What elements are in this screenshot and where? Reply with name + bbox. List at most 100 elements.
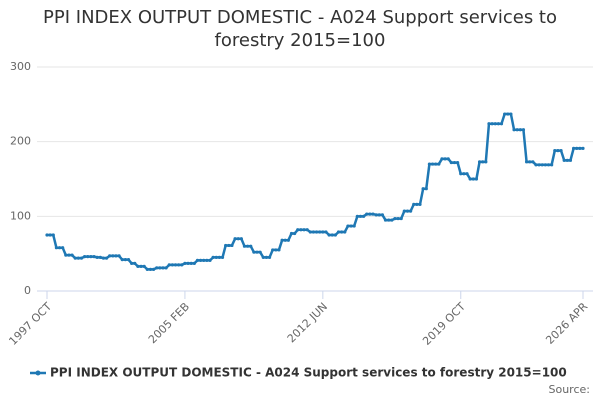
point [173, 263, 178, 267]
point [399, 216, 403, 221]
point [57, 246, 62, 250]
point [524, 160, 529, 164]
point [139, 264, 143, 268]
point [534, 163, 538, 167]
point [224, 243, 228, 248]
point [167, 263, 171, 267]
point [452, 160, 457, 165]
point [286, 238, 290, 242]
point [296, 228, 300, 232]
point [45, 233, 49, 237]
point [468, 177, 472, 181]
point [446, 157, 450, 161]
point [418, 202, 422, 206]
point [311, 230, 316, 234]
point [405, 209, 410, 213]
point [98, 255, 102, 259]
point [565, 158, 569, 162]
point [114, 254, 118, 258]
chart-title: PPI INDEX OUTPUT DOMESTIC - A024 Support… [43, 7, 557, 51]
point [189, 261, 193, 265]
point [158, 266, 162, 270]
point [550, 163, 554, 167]
point [543, 163, 547, 167]
point [220, 255, 225, 259]
point [365, 212, 369, 216]
point [104, 256, 109, 260]
point [274, 248, 278, 252]
point [346, 224, 350, 228]
point [192, 261, 196, 265]
point [305, 228, 309, 232]
point [459, 172, 463, 176]
point [559, 149, 563, 153]
source: Source: [549, 383, 591, 396]
point [249, 244, 253, 248]
x-tick-label: 2019 OCT [420, 300, 468, 348]
y-tick-label: 100 [10, 209, 31, 222]
point [509, 112, 513, 116]
point [462, 172, 466, 176]
point [355, 214, 359, 218]
point [92, 255, 96, 259]
point [233, 237, 237, 241]
point [531, 160, 535, 164]
point [177, 263, 181, 267]
point [142, 264, 146, 268]
x-tick-label: 2012 JUN [285, 300, 330, 345]
point [302, 228, 306, 232]
point [571, 146, 576, 150]
point [427, 162, 432, 166]
point [415, 202, 419, 206]
point [314, 230, 319, 234]
point [95, 255, 99, 259]
point [327, 233, 331, 237]
point [568, 158, 573, 162]
point [89, 255, 93, 259]
point [540, 163, 544, 167]
point [528, 160, 532, 164]
point [537, 163, 541, 167]
point [299, 228, 303, 232]
point [170, 263, 174, 267]
point [230, 243, 234, 248]
point [117, 254, 121, 258]
point [145, 267, 149, 271]
point [73, 256, 77, 260]
point [440, 157, 444, 161]
series-line [47, 112, 583, 271]
point [387, 218, 391, 222]
point [283, 238, 287, 242]
point [518, 128, 522, 132]
point [271, 248, 275, 252]
point [246, 244, 250, 248]
point [79, 256, 84, 260]
point [434, 162, 438, 166]
point [481, 160, 485, 164]
point [214, 255, 218, 259]
point [123, 258, 127, 262]
point [255, 250, 259, 254]
point [474, 177, 479, 181]
point [340, 230, 344, 234]
point [349, 224, 353, 228]
point [380, 213, 384, 217]
point [409, 209, 413, 213]
point [506, 112, 510, 116]
point [205, 258, 209, 262]
point [553, 149, 557, 153]
point [487, 122, 491, 126]
point [211, 255, 215, 259]
point [512, 128, 516, 132]
point [321, 230, 325, 234]
point [280, 238, 284, 242]
point [258, 250, 262, 254]
point [277, 248, 281, 252]
point [393, 216, 397, 221]
point [578, 146, 582, 150]
point [252, 250, 256, 254]
point [343, 230, 347, 234]
point [120, 258, 124, 262]
point [556, 149, 560, 153]
